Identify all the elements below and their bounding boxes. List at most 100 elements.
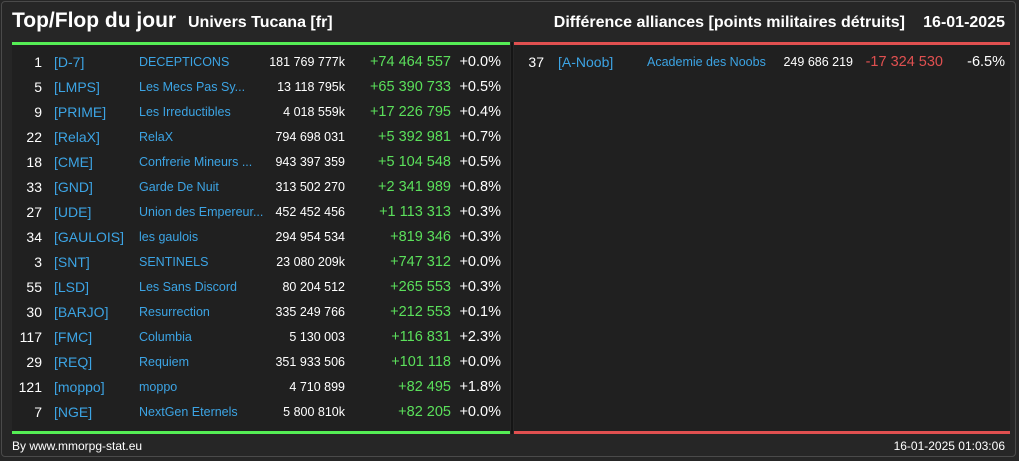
alliance-name-link[interactable]: Confrerie Mineurs ... xyxy=(139,155,253,169)
top-alliances-panel: 1 [D-7] DECEPTICONS 181 769 777k +74 464 557… xyxy=(12,42,510,434)
alliance-name-link[interactable]: Les Sans Discord xyxy=(139,280,237,294)
top-row: 121 [moppo] moppo 4 710 899 +82 495 +1.8% xyxy=(12,375,510,400)
alliance-name-link[interactable]: Academie des Noobs xyxy=(647,55,766,69)
alliance-tag-link[interactable]: [CME] xyxy=(54,154,93,170)
alliance-tag-link[interactable]: [GND] xyxy=(54,179,93,195)
alliance-points: 4 018 559k xyxy=(283,105,345,119)
alliance-rank: 18 xyxy=(26,154,42,170)
alliance-tag-link[interactable]: [D-7] xyxy=(54,54,85,70)
alliance-tag-link[interactable]: [NGE] xyxy=(54,404,93,420)
alliance-pct: +0.7% xyxy=(459,129,501,145)
top-row: 9 [PRIME] Les Irreductibles 4 018 559k +17 2… xyxy=(12,100,510,125)
alliance-diff: +212 553 xyxy=(390,304,451,320)
alliance-diff: +74 464 557 xyxy=(369,54,451,70)
alliance-points: 4 710 899 xyxy=(289,380,345,394)
alliance-rank: 22 xyxy=(26,129,42,145)
alliance-rank: 29 xyxy=(26,354,42,370)
alliance-diff: +82 495 xyxy=(398,379,451,395)
alliance-name-link[interactable]: les gaulois xyxy=(139,230,199,244)
alliance-name-link[interactable]: Resurrection xyxy=(139,305,210,319)
top-row: 3 [SNT] SENTINELS 23 080 209k +747 312 +0.0% xyxy=(12,250,510,275)
top-row: 5 [LMPS] Les Mecs Pas Sy... 13 118 795k +65 … xyxy=(12,75,510,100)
alliance-points: 80 204 512 xyxy=(282,280,345,294)
alliance-rank: 55 xyxy=(26,279,42,295)
alliance-tag-link[interactable]: [REQ] xyxy=(54,354,93,370)
alliance-name-link[interactable]: Union des Empereur... xyxy=(139,205,264,219)
alliance-points: 23 080 209k xyxy=(276,255,345,269)
alliance-points: 335 249 766 xyxy=(275,305,345,319)
alliance-name-link[interactable]: Les Mecs Pas Sy... xyxy=(139,80,246,94)
alliance-tag-link[interactable]: [UDE] xyxy=(54,204,92,220)
generated-timestamp: 16-01-2025 01:03:06 xyxy=(893,439,1005,453)
alliance-pct: +2.3% xyxy=(459,329,501,345)
alliance-name-link[interactable]: Garde De Nuit xyxy=(139,180,219,194)
alliance-diff: +819 346 xyxy=(390,229,451,245)
alliance-points: 943 397 359 xyxy=(275,155,345,169)
alliance-points: 313 502 270 xyxy=(275,180,345,194)
alliance-tag-link[interactable]: [BARJO] xyxy=(54,304,109,320)
alliance-tag-link[interactable]: [RelaX] xyxy=(54,129,100,145)
stat-subtitle: Différence alliances [points militaires … xyxy=(553,14,905,31)
top-row: 18 [CME] Confrerie Mineurs ... 943 397 359 +… xyxy=(12,150,510,175)
alliance-diff: +1 113 313 xyxy=(379,204,451,220)
alliance-diff: +116 831 xyxy=(391,329,451,345)
alliance-pct: -6.5% xyxy=(967,54,1005,70)
page-title: Top/Flop du jour xyxy=(12,9,177,32)
alliance-rank: 7 xyxy=(34,404,42,420)
top-row: 29 [REQ] Requiem 351 933 506 +101 118 +0.0% xyxy=(12,350,510,375)
alliance-points: 794 698 031 xyxy=(275,130,345,144)
top-row: 22 [RelaX] RelaX 794 698 031 +5 392 981 +0.7% xyxy=(12,125,510,150)
alliance-name-link[interactable]: Les Irreductibles xyxy=(139,105,231,119)
alliance-rank: 3 xyxy=(34,254,42,270)
alliance-name-link[interactable]: NextGen Eternels xyxy=(139,405,238,419)
alliance-tag-link[interactable]: [GAULOIS] xyxy=(54,229,125,245)
alliance-pct: +0.0% xyxy=(459,354,501,370)
alliance-name-link[interactable]: Columbia xyxy=(139,330,192,344)
alliance-pct: +0.8% xyxy=(459,179,501,195)
alliance-diff: +17 226 795 xyxy=(369,104,451,120)
alliance-points: 452 452 456 xyxy=(275,205,345,219)
top-row: 7 [NGE] NextGen Eternels 5 800 810k +82 205 +… xyxy=(12,400,510,425)
alliance-tag-link[interactable]: [LMPS] xyxy=(54,79,100,95)
alliance-diff: +101 118 xyxy=(391,354,451,370)
alliance-points: 294 954 534 xyxy=(275,230,345,244)
top-row: 55 [LSD] Les Sans Discord 80 204 512 +265 55… xyxy=(12,275,510,300)
alliance-pct: +0.3% xyxy=(459,279,501,295)
panel-divider xyxy=(511,42,513,434)
date-label: 16-01-2025 xyxy=(923,14,1005,31)
alliance-name-link[interactable]: moppo xyxy=(139,380,178,394)
top-row: 27 [UDE] Union des Empereur... 452 452 456 +… xyxy=(12,200,510,225)
alliance-tag-link[interactable]: [LSD] xyxy=(54,279,90,295)
flop-row: 37 [A-Noob] Academie des Noobs 249 686 219 -… xyxy=(514,50,1010,75)
top-row: 34 [GAULOIS] les gaulois 294 954 534 +819 34… xyxy=(12,225,510,250)
alliance-pct: +1.8% xyxy=(459,379,501,395)
alliance-name-link[interactable]: SENTINELS xyxy=(139,255,209,269)
alliance-tag-link[interactable]: [A-Noob] xyxy=(558,54,614,70)
alliance-rank: 121 xyxy=(18,379,42,395)
alliance-diff: +65 390 733 xyxy=(369,79,451,95)
alliance-pct: +0.0% xyxy=(459,254,501,270)
alliance-rank: 5 xyxy=(34,79,42,95)
alliance-diff: +82 205 xyxy=(398,404,451,420)
alliance-tag-link[interactable]: [PRIME] xyxy=(54,104,107,120)
top-row: 117 [FMC] Columbia 5 130 003 +116 831 +2.3% xyxy=(12,325,510,350)
alliance-rank: 30 xyxy=(26,304,42,320)
alliance-points: 13 118 795k xyxy=(277,80,345,94)
alliance-pct: +0.5% xyxy=(459,154,501,170)
alliance-pct: +0.5% xyxy=(459,79,501,95)
alliance-tag-link[interactable]: [FMC] xyxy=(54,329,93,345)
alliance-rank: 33 xyxy=(26,179,42,195)
alliance-name-link[interactable]: RelaX xyxy=(139,130,174,144)
alliance-name-link[interactable]: Requiem xyxy=(139,355,190,369)
alliance-points: 181 769 777k xyxy=(269,55,345,69)
alliance-points: 249 686 219 xyxy=(783,55,853,69)
alliance-pct: +0.1% xyxy=(459,304,501,320)
alliance-tag-link[interactable]: [moppo] xyxy=(54,379,105,395)
alliance-points: 5 130 003 xyxy=(289,330,345,344)
alliance-rank: 27 xyxy=(26,204,42,220)
alliance-rank: 37 xyxy=(528,54,544,70)
alliance-name-link[interactable]: DECEPTICONS xyxy=(139,55,230,69)
alliance-pct: +0.3% xyxy=(459,229,501,245)
alliance-tag-link[interactable]: [SNT] xyxy=(54,254,90,270)
